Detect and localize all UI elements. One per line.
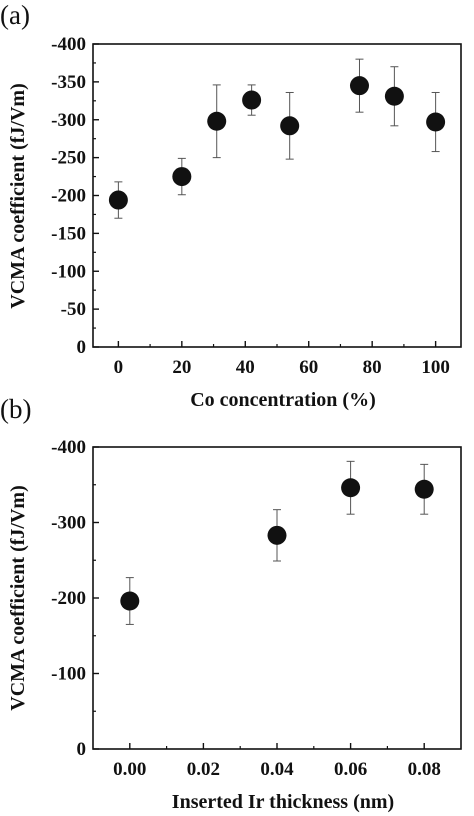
x-axis-title-b: Inserted Ir thickness (nm) [172, 791, 394, 813]
data-marks-a [108, 58, 446, 219]
x-axis-title-a: Co concentration (%) [190, 389, 376, 411]
data-point-b [341, 478, 361, 498]
data-point-b [120, 591, 140, 611]
y-tick-label-a: -400 [51, 34, 86, 55]
chart-panel-b: (b) VCMA coefficient (fJ/Vm) Inserted Ir… [0, 394, 462, 813]
data-point-a [426, 112, 446, 132]
data-point-a [207, 111, 227, 131]
y-tick-label-b: -300 [51, 513, 86, 534]
data-point-a [108, 190, 128, 210]
chart-panel-a: (a) VCMA coefficient (fJ/Vm) Co concentr… [0, 0, 462, 411]
data-point-b [414, 479, 434, 499]
panel-label-a: (a) [0, 0, 30, 30]
y-tick-label-b: -100 [51, 664, 86, 685]
y-tick-label-a: -250 [51, 148, 86, 169]
x-tick-label-a: 60 [299, 357, 318, 378]
plot-frame-a [92, 43, 462, 348]
y-tick-label-a: -100 [51, 261, 86, 282]
data-point-a [280, 116, 300, 136]
y-tick-label-a: -200 [51, 186, 86, 207]
x-tick-label-a: 20 [172, 357, 191, 378]
data-point-a [384, 86, 404, 106]
x-tick-label-a: 40 [236, 357, 255, 378]
data-marks-b [120, 460, 434, 625]
x-tick-label-b: 0.06 [334, 759, 367, 780]
y-tick-label-b: -200 [51, 588, 86, 609]
ticks-b: 0 -100 -200 -300 -400 0.00 0.02 0.04 0.06 0.08 [51, 437, 441, 780]
x-tick-label-a: 0 [114, 357, 124, 378]
y-tick-label-a: -350 [51, 72, 86, 93]
x-tick-label-b: 0.04 [260, 759, 294, 780]
x-tick-label-b: 0.02 [187, 759, 220, 780]
x-tick-label-a: 100 [421, 357, 450, 378]
y-axis-title-b: VCMA coefficient (fJ/Vm) [7, 485, 29, 710]
plot-frame-b [92, 446, 462, 750]
data-point-a [242, 90, 262, 110]
x-tick-label-b: 0.08 [408, 759, 441, 780]
x-tick-label-a: 80 [363, 357, 382, 378]
y-tick-label-a: -50 [61, 299, 86, 320]
y-tick-label-b: -400 [51, 437, 86, 458]
data-point-a [349, 76, 369, 96]
y-axis-title-a: VCMA coefficient (fJ/Vm) [7, 83, 29, 308]
y-tick-label-a: -150 [51, 223, 86, 244]
x-tick-label-b: 0.00 [113, 759, 146, 780]
ticks-a: 0 -50 -100 -150 -200 -250 -300 -350 -400 0 20 40 60 8… [51, 34, 450, 378]
y-tick-label-a: 0 [77, 337, 87, 358]
y-tick-label-a: -300 [51, 110, 86, 131]
data-point-b [267, 525, 287, 545]
panel-label-b: (b) [0, 394, 31, 424]
data-point-a [172, 167, 192, 187]
y-tick-label-b: 0 [77, 739, 87, 760]
